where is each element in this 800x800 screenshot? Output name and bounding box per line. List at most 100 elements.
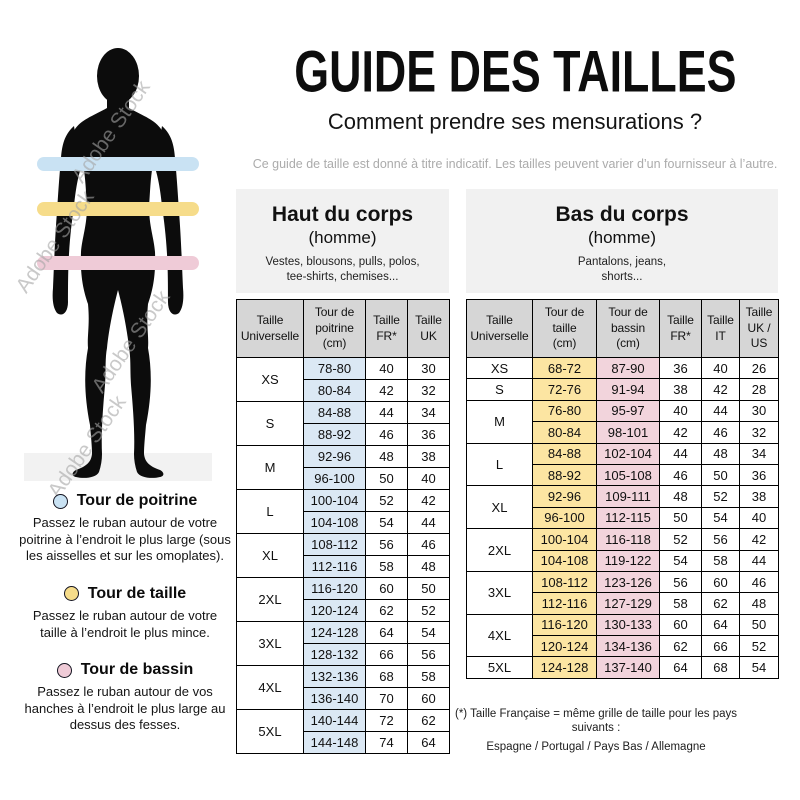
value-cell: 46 [701,421,740,444]
header-block: GUIDE DES TAILLES Comment prendre ses me… [230,37,800,135]
value-cell: 66 [701,635,740,658]
table-row: 4XL 132-136 68 58 [236,665,450,710]
value-cell: 84-88 [532,442,597,465]
value-cell: 128-132 [303,643,366,666]
footnote-line-1: (*) Taille Française = même grille de ta… [455,708,737,734]
value-cell: 108-112 [303,533,366,556]
value-cell: 130-133 [596,613,660,637]
size-label-cell: L [236,489,304,534]
value-cell: 52 [407,599,450,622]
table-row: M 76-80 95-97 40 44 30 [466,399,779,444]
footnote: (*) Taille Française = même grille de ta… [446,708,746,754]
body-silhouette-figure: Adobe Stock Adobe Stock Adobe Stock Adob… [12,40,212,502]
value-cell: 144-148 [303,731,366,754]
value-cell: 42 [407,489,450,512]
value-cell: 64 [701,613,740,637]
hip-measure-band [37,256,199,270]
size-label-cell: 3XL [236,621,304,666]
value-cell: 98-101 [596,421,660,444]
upper-body-section-header: Haut du corps (homme) Vestes, blousons, … [236,189,449,293]
legend-description: Passez le ruban autour de votre taille à… [32,607,218,640]
value-cell: 116-120 [303,577,366,600]
value-cell: 60 [701,570,740,594]
value-cell: 40 [407,467,450,490]
column-header: Taille FR* [365,299,408,358]
value-cell: 68 [365,665,408,688]
legend-title-text: Tour de poitrine [76,492,198,509]
table-row: 112-116 58 48 [237,555,450,578]
size-label-cell: L [466,442,533,487]
table-row: 128-132 66 56 [237,643,450,666]
table-row: 5XL 140-144 72 62 [236,709,450,754]
value-cell: 44 [407,511,450,534]
value-cell: 102-104 [596,442,660,465]
table-row: S 84-88 44 34 [236,401,450,446]
value-cell: 38 [739,485,779,508]
table-row: L 84-88 102-104 44 48 34 [466,442,779,487]
value-cell: 76-80 [532,399,597,423]
value-cell: 48 [659,485,702,508]
value-cell: 60 [407,687,450,710]
value-cell: 36 [407,423,450,446]
value-cell: 64 [365,621,408,644]
table-row: 120-124 62 52 [237,599,450,622]
value-cell: 72 [365,709,408,732]
lower-body-section-header: Bas du corps (homme) Pantalons, jeans, s… [466,189,778,293]
column-header: Tour de taille (cm) [532,299,597,358]
upper-section-gender: (homme) [308,228,377,247]
value-cell: 52 [739,635,779,658]
value-cell: 54 [739,656,779,679]
value-cell: 58 [407,665,450,688]
value-cell: 46 [407,533,450,556]
size-label-cell: 4XL [236,665,304,710]
table-row: 5XL 124-128 137-140 64 68 54 [466,656,779,679]
value-cell: 124-128 [303,621,366,644]
value-cell: 108-112 [532,570,597,594]
value-cell: 64 [407,731,450,754]
value-cell: 50 [659,506,702,530]
column-header: Taille IT [701,299,740,358]
value-cell: 44 [659,442,702,465]
value-cell: 42 [739,528,779,551]
size-label-cell: 3XL [466,570,533,615]
size-label-cell: 2XL [236,577,304,622]
value-cell: 62 [365,599,408,622]
value-cell: 100-104 [303,489,366,512]
legend-title: Tour de poitrine [18,492,232,510]
value-cell: 54 [659,549,702,572]
value-cell: 72-76 [532,378,597,401]
value-cell: 124-128 [532,656,597,679]
floor-shadow [24,453,212,481]
table-row: XS 68-72 87-90 36 40 26 [466,356,779,380]
value-cell: 116-118 [596,528,660,551]
value-cell: 80-84 [532,421,597,444]
value-cell: 40 [701,356,740,380]
value-cell: 52 [365,489,408,512]
value-cell: 120-124 [303,599,366,622]
upper-section-garments: Vestes, blousons, pulls, polos, tee-shir… [265,256,420,283]
value-cell: 46 [365,423,408,446]
value-cell: 48 [365,445,408,468]
value-cell: 56 [701,528,740,551]
lower-body-size-table: Taille Universelle Tour de taille (cm) Tou… [466,299,779,679]
value-cell: 58 [365,555,408,578]
value-cell: 52 [659,528,702,551]
value-cell: 112-115 [596,506,660,530]
value-cell: 48 [701,442,740,465]
value-cell: 56 [659,570,702,594]
value-cell: 42 [365,379,408,402]
legend-item-taille: Tour de taille Passez le ruban autour de… [18,585,232,641]
value-cell: 32 [739,421,779,444]
table-row: 2XL 116-120 60 50 [236,577,450,622]
value-cell: 34 [407,401,450,424]
value-cell: 112-116 [303,555,366,578]
size-label-cell: XS [466,356,533,380]
value-cell: 104-108 [303,511,366,534]
page-title: GUIDE DES TAILLES [293,37,737,104]
value-cell: 46 [739,570,779,594]
value-cell: 60 [659,613,702,637]
size-label-cell: XS [236,357,304,402]
column-header: Taille FR* [659,299,702,358]
table-row: 2XL 100-104 116-118 52 56 42 [466,528,779,572]
